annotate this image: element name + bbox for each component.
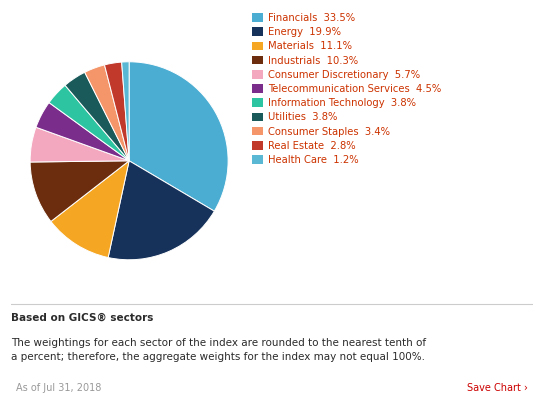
Wedge shape: [65, 72, 129, 161]
Wedge shape: [129, 62, 228, 211]
Wedge shape: [84, 65, 129, 161]
Wedge shape: [51, 161, 129, 258]
Text: The weightings for each sector of the index are rounded to the nearest tenth of
: The weightings for each sector of the in…: [11, 338, 426, 362]
Wedge shape: [49, 85, 129, 161]
Text: Based on GICS® sectors: Based on GICS® sectors: [11, 313, 153, 323]
Text: Save Chart ›: Save Chart ›: [466, 383, 527, 393]
Wedge shape: [30, 127, 129, 162]
Wedge shape: [36, 102, 129, 161]
Legend: Financials  33.5%, Energy  19.9%, Materials  11.1%, Industrials  10.3%, Consumer: Financials 33.5%, Energy 19.9%, Material…: [252, 13, 442, 165]
Wedge shape: [104, 62, 129, 161]
Wedge shape: [30, 161, 129, 222]
Wedge shape: [122, 62, 129, 161]
Text: As of Jul 31, 2018: As of Jul 31, 2018: [16, 383, 101, 393]
Wedge shape: [108, 161, 214, 260]
